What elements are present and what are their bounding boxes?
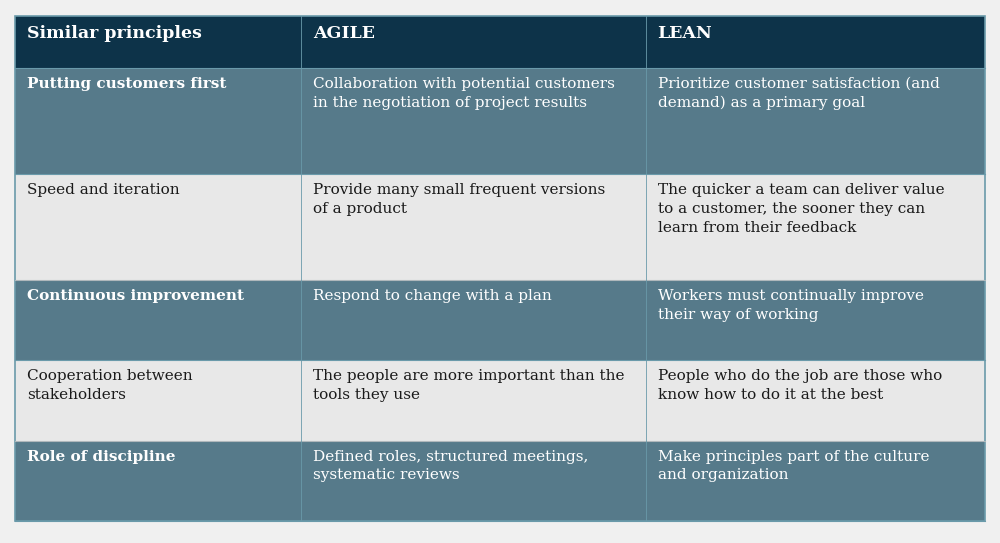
Bar	[15, 361, 301, 441]
Bar	[301, 174, 646, 280]
Text: People who do the job are those who
know how to do it at the best: People who do the job are those who know…	[658, 369, 942, 402]
Text: Provide many small frequent versions
of a product: Provide many small frequent versions of …	[313, 182, 605, 216]
Bar	[15, 280, 301, 361]
Bar	[301, 68, 646, 174]
Text: Workers must continually improve
their way of working: Workers must continually improve their w…	[658, 289, 924, 321]
Bar	[646, 361, 985, 441]
Text: Respond to change with a plan: Respond to change with a plan	[313, 289, 552, 302]
Text: Putting customers first: Putting customers first	[27, 77, 226, 91]
Bar	[646, 441, 985, 521]
Text: LEAN: LEAN	[658, 25, 712, 42]
Text: Continuous improvement: Continuous improvement	[27, 289, 244, 302]
Text: AGILE: AGILE	[313, 25, 375, 42]
Text: Make principles part of the culture
and organization: Make principles part of the culture and …	[658, 450, 929, 483]
Bar	[15, 174, 301, 280]
Bar	[646, 16, 985, 68]
Text: The people are more important than the
tools they use: The people are more important than the t…	[313, 369, 625, 402]
Bar	[15, 441, 301, 521]
Bar	[646, 68, 985, 174]
Text: Collaboration with potential customers
in the negotiation of project results: Collaboration with potential customers i…	[313, 77, 615, 110]
Bar	[646, 174, 985, 280]
Text: Prioritize customer satisfaction (and
demand) as a primary goal: Prioritize customer satisfaction (and de…	[658, 77, 939, 110]
Text: Similar principles: Similar principles	[27, 25, 202, 42]
Bar	[301, 16, 646, 68]
Bar	[301, 280, 646, 361]
Text: Speed and iteration: Speed and iteration	[27, 182, 180, 197]
Text: Defined roles, structured meetings,
systematic reviews: Defined roles, structured meetings, syst…	[313, 450, 589, 483]
Bar	[15, 68, 301, 174]
Text: The quicker a team can deliver value
to a customer, the sooner they can
learn fr: The quicker a team can deliver value to …	[658, 182, 944, 235]
Bar	[301, 361, 646, 441]
Bar	[646, 280, 985, 361]
Text: Role of discipline: Role of discipline	[27, 450, 176, 464]
Bar	[15, 16, 301, 68]
Bar	[301, 441, 646, 521]
Text: Cooperation between
stakeholders: Cooperation between stakeholders	[27, 369, 193, 402]
